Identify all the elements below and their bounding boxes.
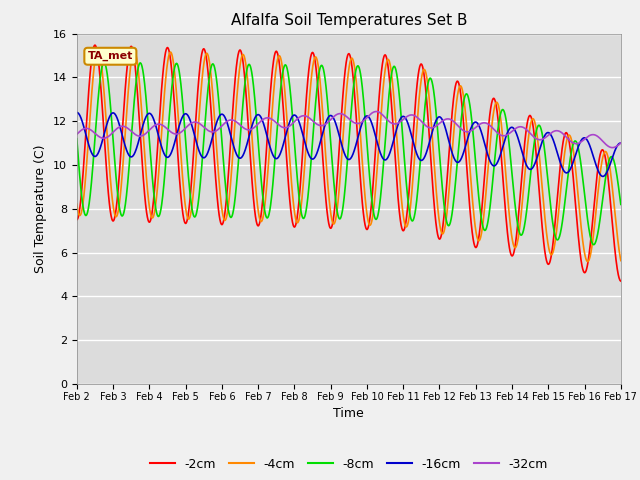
-16cm	[599, 173, 607, 179]
-2cm	[376, 79, 384, 84]
-4cm	[365, 220, 372, 226]
-16cm	[376, 150, 384, 156]
-16cm	[507, 125, 515, 131]
-4cm	[507, 228, 515, 233]
-8cm	[507, 159, 515, 165]
X-axis label: Time: Time	[333, 407, 364, 420]
-8cm	[589, 242, 597, 248]
-2cm	[569, 171, 577, 177]
-4cm	[94, 47, 102, 52]
-32cm	[372, 108, 380, 114]
-16cm	[617, 140, 625, 146]
-2cm	[507, 252, 515, 257]
Text: TA_met: TA_met	[88, 51, 133, 61]
-16cm	[569, 161, 577, 167]
Title: Alfalfa Soil Temperatures Set B: Alfalfa Soil Temperatures Set B	[230, 13, 467, 28]
Legend: -2cm, -4cm, -8cm, -16cm, -32cm: -2cm, -4cm, -8cm, -16cm, -32cm	[145, 453, 553, 476]
-32cm	[225, 118, 232, 123]
-4cm	[376, 120, 384, 125]
-4cm	[617, 258, 625, 264]
-16cm	[73, 109, 81, 115]
-2cm	[225, 167, 232, 173]
-4cm	[584, 258, 592, 264]
-2cm	[73, 217, 81, 223]
-32cm	[365, 113, 372, 119]
Line: -2cm: -2cm	[77, 45, 621, 281]
-4cm	[569, 145, 577, 151]
-16cm	[225, 124, 232, 130]
-8cm	[225, 209, 232, 215]
Y-axis label: Soil Temperature (C): Soil Temperature (C)	[35, 144, 47, 273]
-32cm	[569, 140, 577, 146]
-16cm	[584, 138, 591, 144]
Line: -4cm: -4cm	[77, 49, 621, 262]
-8cm	[584, 220, 592, 226]
-8cm	[376, 195, 384, 201]
-4cm	[584, 259, 591, 264]
-2cm	[365, 223, 372, 229]
-16cm	[365, 114, 372, 120]
-2cm	[91, 42, 99, 48]
-8cm	[73, 136, 81, 142]
-32cm	[609, 145, 616, 151]
-4cm	[73, 201, 81, 207]
Line: -16cm: -16cm	[77, 112, 621, 176]
-8cm	[365, 161, 372, 167]
-32cm	[73, 132, 81, 137]
-8cm	[617, 202, 625, 207]
-2cm	[617, 278, 625, 284]
-32cm	[507, 129, 515, 135]
-32cm	[617, 140, 625, 146]
-8cm	[100, 60, 108, 65]
Line: -32cm: -32cm	[77, 111, 621, 148]
-32cm	[584, 133, 592, 139]
-2cm	[584, 259, 592, 264]
Line: -8cm: -8cm	[77, 62, 621, 245]
-4cm	[225, 200, 232, 205]
-32cm	[376, 110, 384, 116]
-8cm	[569, 142, 577, 148]
